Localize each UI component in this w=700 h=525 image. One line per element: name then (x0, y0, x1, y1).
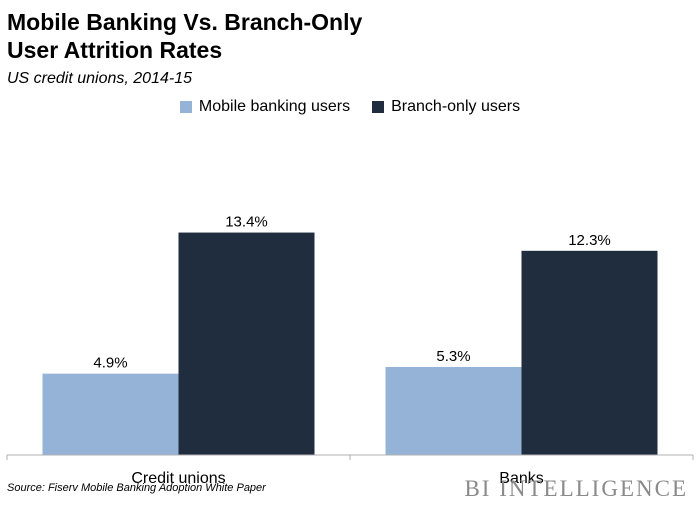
legend-item-branch: Branch-only users (372, 98, 520, 116)
legend-label-mobile: Mobile banking users (198, 98, 351, 115)
legend-swatch-branch (372, 101, 385, 113)
bar-credit-unions-mobile (42, 373, 179, 455)
x-tick-label-banks: Banks (499, 470, 543, 487)
legend-item-mobile: Mobile banking users (179, 98, 351, 116)
source-note: Source: Fiserv Mobile Banking Adoption W… (7, 482, 266, 494)
chart-subtitle: US credit unions, 2014-15 (7, 70, 192, 87)
chart-title-line-2: User Attrition Rates (7, 37, 223, 63)
legend-label-branch: Branch-only users (391, 98, 521, 115)
bar-banks-branch (521, 250, 658, 455)
chart-title-line-1: Mobile Banking Vs. Branch-Only (7, 9, 363, 35)
legend-swatch-mobile (179, 101, 192, 113)
brand-logo: BI INTELLIGENCE (464, 476, 688, 501)
bar-credit-unions-branch (178, 232, 315, 455)
chart-legend: Mobile banking users Branch-only users (0, 98, 700, 116)
data-label-banks-mobile: 5.3% (436, 348, 470, 365)
chart-title: Mobile Banking Vs. Branch-Only User Attr… (7, 8, 362, 64)
data-label-credit-unions-branch: 13.4% (225, 214, 268, 231)
bar-banks-mobile (385, 367, 522, 455)
x-tick-label-credit-unions: Credit unions (131, 470, 225, 487)
data-label-banks-branch: 12.3% (568, 232, 611, 249)
data-label-credit-unions-mobile: 4.9% (93, 355, 127, 372)
